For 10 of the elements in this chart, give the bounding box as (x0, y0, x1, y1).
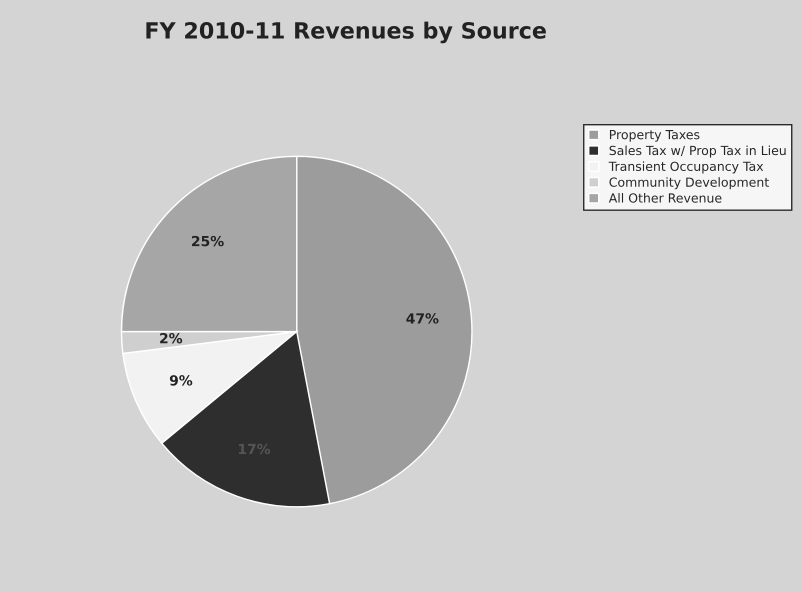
legend-label: Property Taxes (610, 130, 700, 142)
data-label: 9% (170, 375, 192, 386)
legend-label: All Other Revenue (608, 193, 722, 203)
legend-label: Community Development (609, 177, 769, 190)
data-label: 47% (406, 313, 439, 324)
data-label: 2% (160, 332, 182, 344)
data-label: 25% (192, 236, 224, 246)
chart-title: FY 2010-11 Revenues by Source (146, 22, 546, 44)
legend-label: Sales Tax w/ Prop Tax in Lieu (610, 146, 786, 158)
legend-label: Transient Occupancy Tax (608, 161, 764, 174)
